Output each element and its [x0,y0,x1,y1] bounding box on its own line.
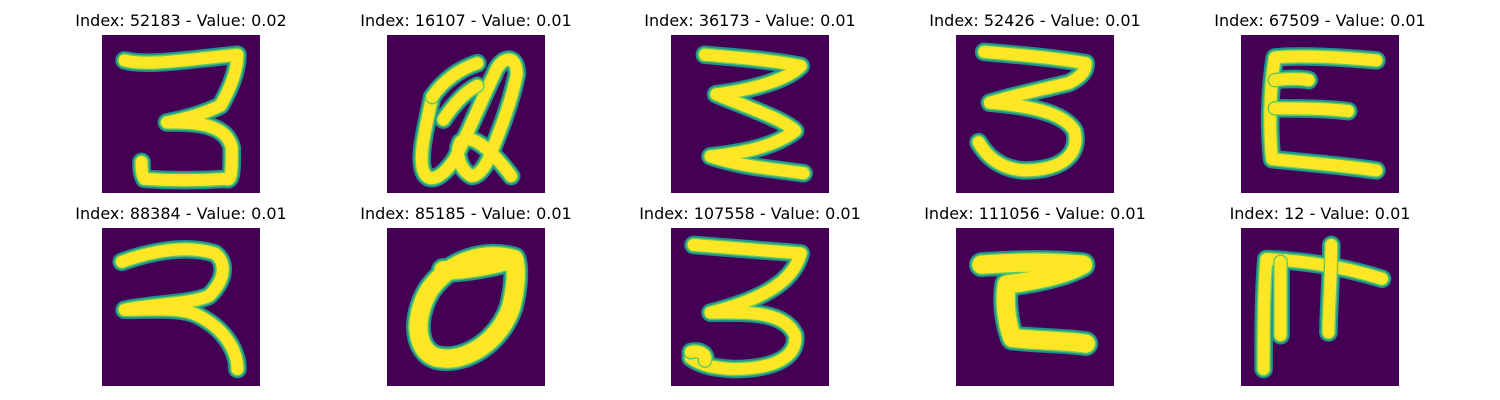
digit-3-wide-image [956,35,1114,193]
digit-0-image [387,228,545,386]
panel-title: Index: 67509 - Value: 0.01 [1214,11,1426,30]
panel-title: Index: 16107 - Value: 0.01 [360,11,572,30]
digit-image [956,35,1114,193]
panel-title: Index: 107558 - Value: 0.01 [639,204,861,223]
panel-title: Index: 111056 - Value: 0.01 [924,204,1146,223]
digit-3-image [102,35,260,193]
panel-title: Index: 88384 - Value: 0.01 [75,204,287,223]
panel-title: Index: 85185 - Value: 0.01 [360,204,572,223]
digit-image [1241,35,1399,193]
digit-q-image [387,35,545,193]
ladder-glyph-image [1241,228,1399,386]
digit-image [102,228,260,386]
digit-image [387,228,545,386]
panel-title: Index: 12 - Value: 0.01 [1229,204,1411,223]
letter-z-image [956,228,1114,386]
digit-image [671,228,829,386]
digit-3-loose-image [102,228,260,386]
digit-3-zigzag-image [671,35,829,193]
digit-image [387,35,545,193]
panel-title: Index: 52426 - Value: 0.01 [929,11,1141,30]
digit-image [1241,228,1399,386]
panel-title: Index: 52183 - Value: 0.02 [75,11,287,30]
digit-3-tall-image [671,228,829,386]
digit-image [956,228,1114,386]
digit-image [671,35,829,193]
digit-image [102,35,260,193]
panel-title: Index: 36173 - Value: 0.01 [644,11,856,30]
letter-e-image [1241,35,1399,193]
